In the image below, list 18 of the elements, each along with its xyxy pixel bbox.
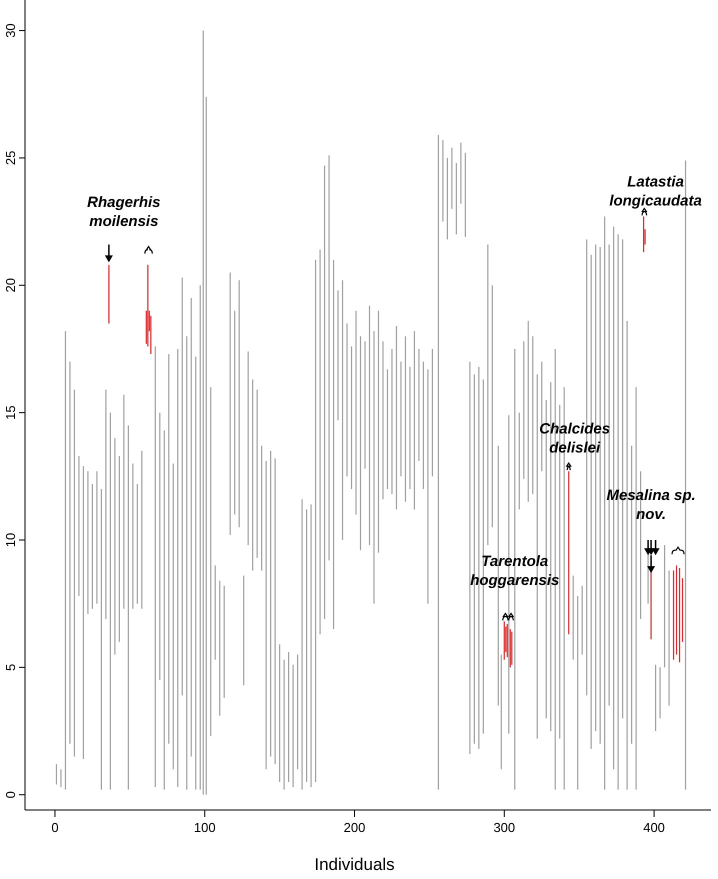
x-tick-label: 100 (194, 820, 216, 835)
y-tick-label: 20 (3, 278, 18, 293)
x-tick-label: 300 (493, 820, 516, 835)
annotation: Tarentola hoggarensis (470, 553, 560, 590)
annotation: Latastia longicaudata (609, 174, 702, 210)
y-tick-label: 25 (3, 150, 18, 166)
annotation: Mesalina sp. nov. (606, 486, 696, 523)
y-tick-label: 30 (3, 23, 18, 38)
y-tick-label: 5 (3, 664, 18, 671)
x-axis-title: Individuals (314, 855, 395, 874)
y-tick-label: 10 (3, 532, 18, 548)
x-tick-label: 400 (643, 820, 665, 835)
y-tick-label: 15 (3, 405, 18, 420)
x-tick-label: 0 (51, 820, 59, 835)
x-tick-label: 200 (344, 820, 366, 835)
annotation: Chalcides delislei (539, 420, 610, 457)
y-tick-label: 0 (3, 791, 18, 798)
annotation: Rhagerhis moilensis (87, 194, 161, 230)
